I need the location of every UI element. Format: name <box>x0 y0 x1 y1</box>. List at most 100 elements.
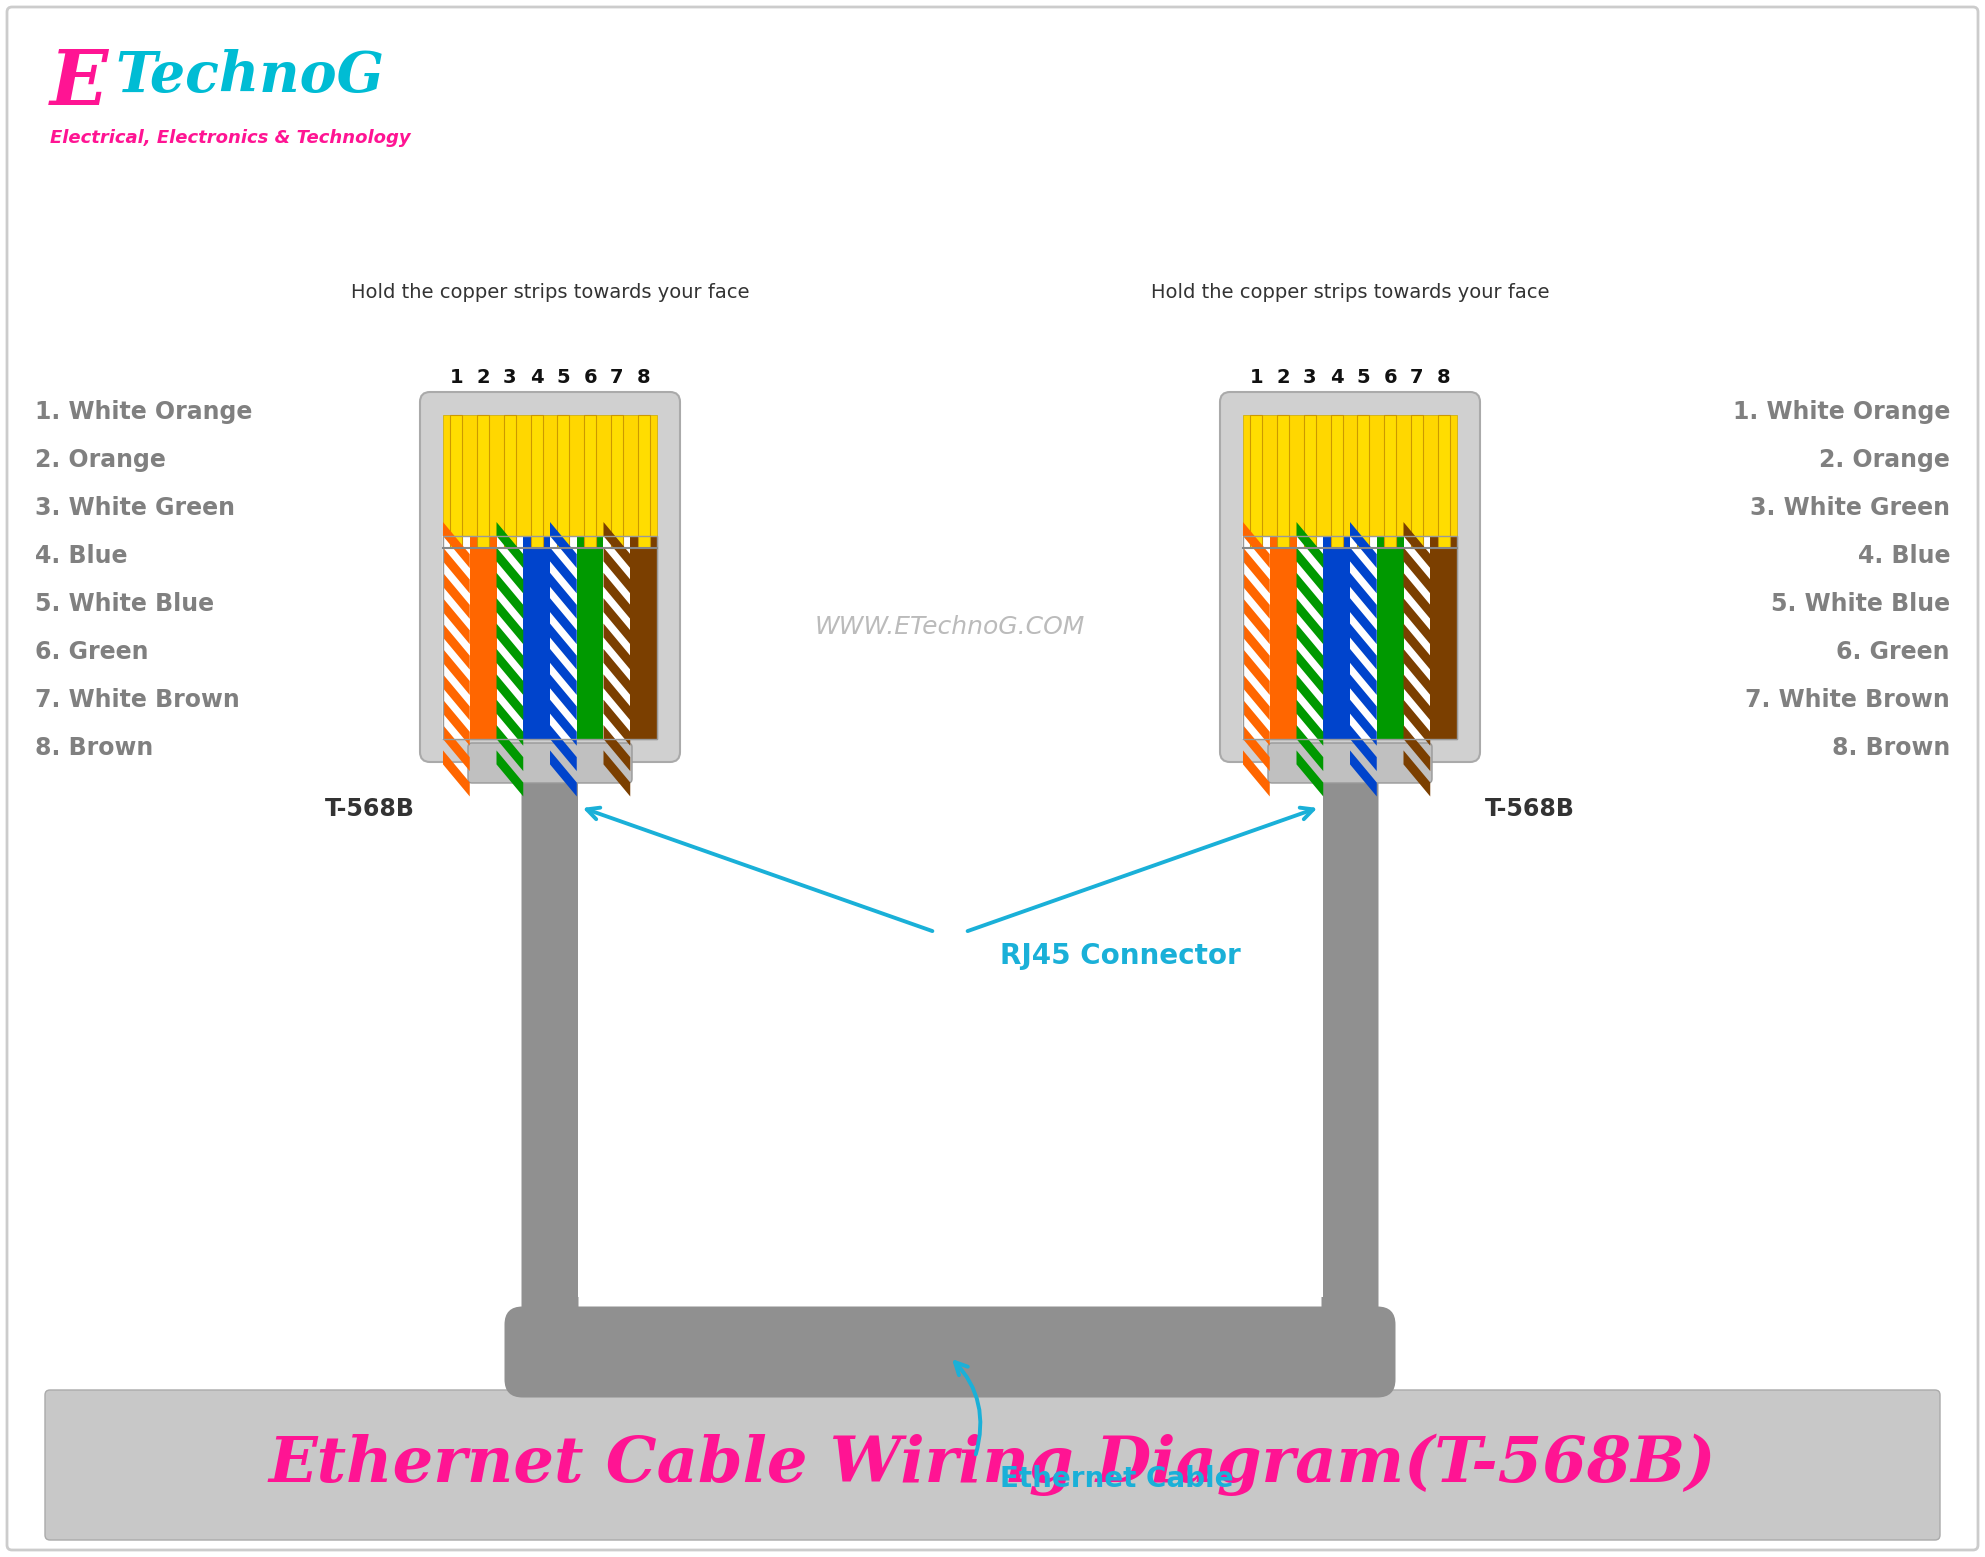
Text: 7: 7 <box>1409 367 1423 388</box>
Bar <box>1350 536 1378 740</box>
Polygon shape <box>550 674 578 721</box>
Polygon shape <box>496 573 524 618</box>
Polygon shape <box>1296 674 1324 721</box>
Polygon shape <box>496 726 524 771</box>
Polygon shape <box>1403 548 1431 593</box>
Text: 1. White Orange: 1. White Orange <box>1733 400 1949 424</box>
Polygon shape <box>1243 522 1270 568</box>
Bar <box>1431 536 1457 740</box>
Polygon shape <box>1350 674 1378 721</box>
Bar <box>451 416 463 548</box>
Polygon shape <box>1403 573 1431 618</box>
Text: RJ45 Connector: RJ45 Connector <box>1000 942 1241 970</box>
Polygon shape <box>1350 548 1378 593</box>
Bar <box>1358 416 1370 548</box>
Polygon shape <box>496 674 524 721</box>
Polygon shape <box>1350 649 1378 694</box>
Text: 4. Blue: 4. Blue <box>1858 543 1949 568</box>
Bar <box>1437 416 1449 548</box>
Text: 6. Green: 6. Green <box>1836 640 1949 663</box>
Polygon shape <box>550 598 578 645</box>
Polygon shape <box>1243 649 1270 694</box>
Bar <box>603 536 631 740</box>
Text: 5: 5 <box>556 367 570 388</box>
Polygon shape <box>1403 522 1431 568</box>
FancyBboxPatch shape <box>504 1306 1395 1398</box>
Polygon shape <box>1296 726 1324 771</box>
Bar <box>1304 416 1316 548</box>
FancyBboxPatch shape <box>1221 392 1481 761</box>
Polygon shape <box>496 623 524 670</box>
Polygon shape <box>443 598 470 645</box>
Bar <box>1243 416 1457 548</box>
Polygon shape <box>1403 750 1431 797</box>
Text: 1: 1 <box>1251 367 1262 388</box>
Text: T-568B: T-568B <box>326 797 415 821</box>
Text: 5: 5 <box>1356 367 1370 388</box>
Polygon shape <box>603 674 631 721</box>
FancyBboxPatch shape <box>522 766 578 1353</box>
Polygon shape <box>443 522 470 568</box>
Text: Hold the copper strips towards your face: Hold the copper strips towards your face <box>351 283 748 302</box>
Text: Ethernet Cable Wiring Diagram(T-568B): Ethernet Cable Wiring Diagram(T-568B) <box>268 1434 1717 1496</box>
Polygon shape <box>550 750 578 797</box>
Polygon shape <box>443 674 470 721</box>
Text: TechnoG: TechnoG <box>115 48 383 104</box>
Text: 1: 1 <box>449 367 463 388</box>
Polygon shape <box>1243 573 1270 618</box>
FancyBboxPatch shape <box>8 6 1977 1551</box>
Polygon shape <box>1403 674 1431 721</box>
FancyBboxPatch shape <box>468 743 631 783</box>
Polygon shape <box>496 649 524 694</box>
Polygon shape <box>603 522 631 568</box>
Bar <box>584 416 595 548</box>
Text: 8: 8 <box>1437 367 1451 388</box>
Text: 7. White Brown: 7. White Brown <box>1745 688 1949 712</box>
FancyBboxPatch shape <box>1322 766 1378 1353</box>
Polygon shape <box>443 573 470 618</box>
Polygon shape <box>603 726 631 771</box>
Polygon shape <box>603 699 631 746</box>
Polygon shape <box>1296 750 1324 797</box>
Text: 8. Brown: 8. Brown <box>1832 736 1949 760</box>
Text: 5. White Blue: 5. White Blue <box>36 592 214 617</box>
Polygon shape <box>443 623 470 670</box>
Polygon shape <box>603 623 631 670</box>
Polygon shape <box>1243 674 1270 721</box>
Polygon shape <box>1403 699 1431 746</box>
Polygon shape <box>1296 548 1324 593</box>
Polygon shape <box>1350 750 1378 797</box>
Bar <box>443 536 657 740</box>
Bar <box>558 416 570 548</box>
Text: 3. White Green: 3. White Green <box>1751 497 1949 520</box>
Polygon shape <box>1403 598 1431 645</box>
Polygon shape <box>1296 649 1324 694</box>
Polygon shape <box>603 548 631 593</box>
Bar <box>1403 536 1431 740</box>
Text: 4: 4 <box>530 367 544 388</box>
Bar <box>443 536 657 740</box>
Bar <box>476 416 488 548</box>
Bar <box>1243 536 1270 740</box>
Text: Ethernet Cable: Ethernet Cable <box>1000 1465 1233 1493</box>
Text: 2. Orange: 2. Orange <box>1818 448 1949 472</box>
Text: 4: 4 <box>1330 367 1344 388</box>
Polygon shape <box>496 598 524 645</box>
Polygon shape <box>1296 623 1324 670</box>
Bar <box>1378 536 1403 740</box>
FancyBboxPatch shape <box>578 768 1322 1297</box>
Polygon shape <box>1350 573 1378 618</box>
Text: 3: 3 <box>502 367 516 388</box>
Bar <box>1251 416 1262 548</box>
Bar <box>631 536 657 740</box>
Polygon shape <box>550 522 578 568</box>
Polygon shape <box>1296 522 1324 568</box>
Bar <box>530 416 542 548</box>
Bar <box>611 416 623 548</box>
Polygon shape <box>1350 623 1378 670</box>
Bar <box>1276 416 1288 548</box>
Polygon shape <box>550 649 578 694</box>
Text: 2: 2 <box>1276 367 1290 388</box>
Polygon shape <box>1403 649 1431 694</box>
Polygon shape <box>1243 623 1270 670</box>
